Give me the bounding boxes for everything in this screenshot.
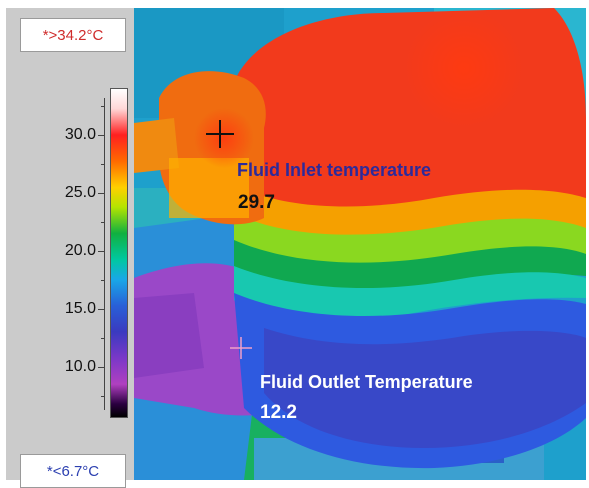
scale-axis-line bbox=[104, 98, 105, 410]
outlet-pipe-region bbox=[134, 293, 204, 378]
inlet-crosshair-marker bbox=[206, 120, 234, 148]
hot-spot bbox=[404, 8, 524, 128]
scale-minor-tick bbox=[101, 106, 104, 107]
inlet-flange bbox=[169, 158, 249, 218]
inlet-temperature-label: Fluid Inlet temperature bbox=[237, 160, 431, 180]
scale-tick-label: 25.0 bbox=[64, 184, 96, 201]
scale-tick-label: 15.0 bbox=[64, 300, 96, 317]
scale-tick bbox=[98, 251, 104, 252]
scale-tick bbox=[98, 309, 104, 310]
vessel-teal-band bbox=[234, 266, 586, 330]
scale-tick-label: 10.0 bbox=[64, 358, 96, 375]
scale-tick bbox=[98, 367, 104, 368]
vessel-cold-core bbox=[264, 328, 586, 448]
scale-minor-tick bbox=[101, 164, 104, 165]
scale-tick-label: 30.0 bbox=[64, 126, 96, 143]
max-temperature-label: *>34.2°C bbox=[20, 18, 126, 52]
outlet-temperature-label: Fluid Outlet Temperature bbox=[260, 372, 473, 392]
thermal-image: Fluid Inlet temperature 29.7 Fluid Outle… bbox=[134, 8, 586, 480]
scale-minor-tick bbox=[101, 338, 104, 339]
outlet-crosshair-marker bbox=[230, 337, 252, 359]
scale-minor-tick bbox=[101, 280, 104, 281]
outlet-temperature-value: 12.2 bbox=[260, 402, 297, 423]
inlet-pipe bbox=[134, 118, 179, 173]
scale-tick-label: 20.0 bbox=[64, 242, 96, 259]
scale-minor-tick bbox=[101, 396, 104, 397]
temperature-scale-panel: *>34.2°C 30.0 25.0 20.0 15.0 10.0 *<6.7°… bbox=[6, 8, 134, 488]
min-temperature-label: *<6.7°C bbox=[20, 454, 126, 488]
scale-tick bbox=[98, 193, 104, 194]
color-scale-bar bbox=[110, 88, 128, 418]
inlet-temperature-value: 29.7 bbox=[238, 192, 275, 213]
scale-minor-tick bbox=[101, 222, 104, 223]
scale-tick bbox=[98, 135, 104, 136]
hot-spot bbox=[194, 108, 254, 168]
